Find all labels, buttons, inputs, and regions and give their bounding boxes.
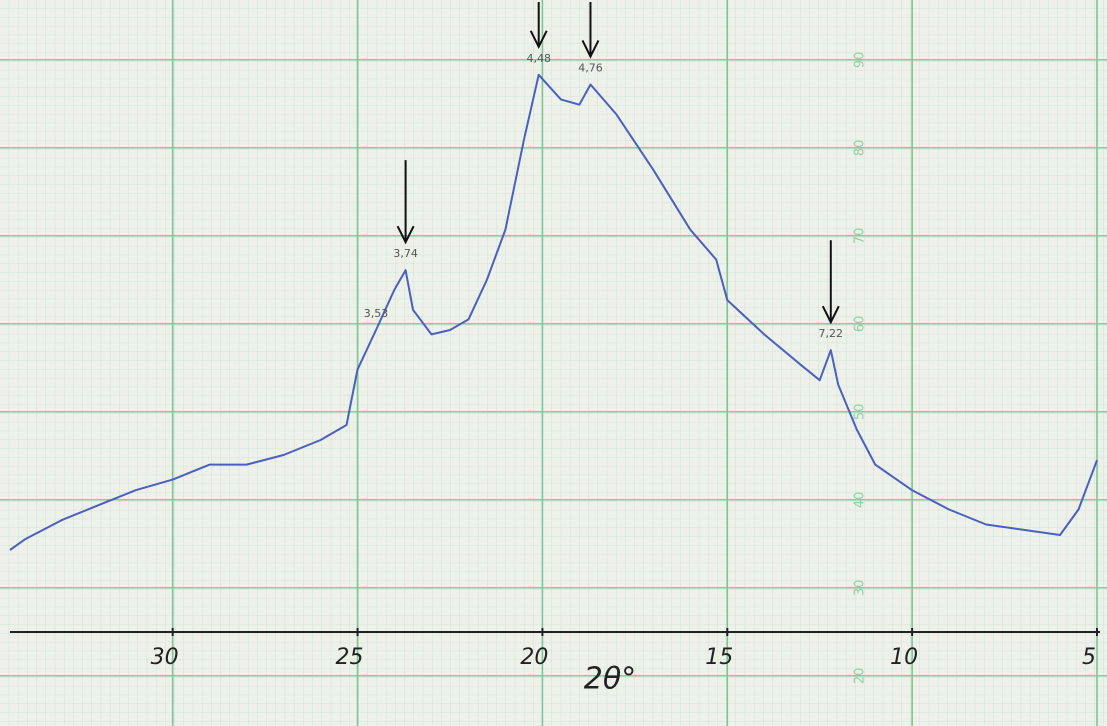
x-axis-label: 2θ°: [584, 662, 636, 697]
arrow-head: [821, 305, 840, 325]
x-tick-label: 30: [151, 645, 179, 670]
x-tick-label: 15: [705, 645, 733, 670]
y-tick-label: 80: [853, 140, 868, 157]
y-tick-label: 90: [853, 52, 868, 69]
y-tick-label: 30: [853, 580, 868, 597]
annotation: 4,48: [526, 52, 551, 65]
x-tick-label: 5: [1082, 645, 1096, 670]
annotation: 4,76: [578, 61, 603, 74]
y-tick-label: 60: [853, 316, 868, 333]
annotation: 3,74: [393, 247, 418, 260]
x-tick-label: 10: [890, 645, 918, 670]
arrow-head: [581, 40, 600, 59]
data-line: [9, 73, 1098, 551]
arrow-head: [529, 30, 548, 50]
y-tick-label: 40: [853, 492, 868, 509]
y-tick-label: 50: [853, 404, 868, 421]
annotation: 7,22: [819, 327, 844, 340]
x-tick-label: 20: [520, 645, 548, 670]
y-tick-label: 20: [853, 668, 868, 685]
y-tick-label: 70: [853, 228, 868, 245]
arrow-head: [396, 225, 415, 245]
annotation: 3,53: [364, 307, 389, 320]
x-tick-label: 25: [336, 645, 364, 670]
